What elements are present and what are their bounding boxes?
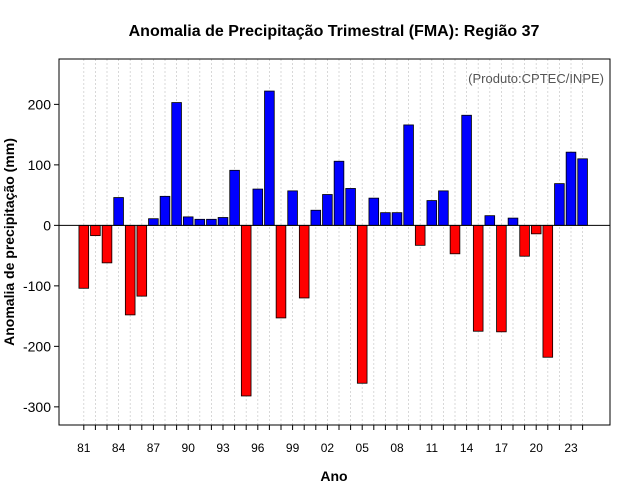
bar-12 xyxy=(438,190,449,226)
bar-85 xyxy=(124,224,136,316)
bar-84 xyxy=(113,197,124,226)
bar-16 xyxy=(484,215,496,226)
bar-13 xyxy=(449,224,461,255)
x-tick-label: 23 xyxy=(564,441,578,455)
bar-01 xyxy=(310,209,322,226)
bar-24 xyxy=(577,158,588,226)
x-tick-label: 02 xyxy=(321,441,335,455)
bar-96 xyxy=(252,188,264,226)
bar-82 xyxy=(90,224,101,237)
bar-17 xyxy=(496,224,507,333)
x-tick-label: 96 xyxy=(251,441,265,455)
y-tick-label: 0 xyxy=(43,217,51,233)
y-tick-label: -200 xyxy=(23,338,51,354)
bar-10 xyxy=(414,224,426,246)
y-axis: -300 -200 -100 0 100 200 xyxy=(23,96,59,415)
bar-22 xyxy=(554,183,565,226)
bar-06 xyxy=(368,197,380,226)
x-tick-label: 84 xyxy=(112,441,126,455)
x-tick-label: 08 xyxy=(390,441,404,455)
bar-98 xyxy=(275,224,287,319)
bar-18 xyxy=(507,217,519,226)
bar-86 xyxy=(136,224,148,297)
x-tick-label: 99 xyxy=(286,441,300,455)
bar-15 xyxy=(472,224,484,332)
bars xyxy=(78,90,588,397)
x-tick-label: 14 xyxy=(460,441,474,455)
bar-00 xyxy=(298,224,310,299)
plot-frame xyxy=(58,58,611,426)
bar-94 xyxy=(229,169,240,226)
bar-03 xyxy=(333,160,345,226)
bar-87 xyxy=(148,218,159,226)
x-tick-label: 11 xyxy=(426,441,439,455)
bar-20 xyxy=(530,224,542,235)
bar-92 xyxy=(206,218,217,226)
bar-21 xyxy=(542,224,554,358)
x-tick-label: 87 xyxy=(147,441,161,455)
y-tick-label: 100 xyxy=(28,157,52,173)
bar-97 xyxy=(264,90,275,226)
y-axis-label: Anomalia de precipitação (mm) xyxy=(1,138,17,346)
x-tick-label: 90 xyxy=(182,441,196,455)
x-tick-label: 20 xyxy=(530,441,544,455)
bar-88 xyxy=(159,195,171,226)
y-tick-label: -100 xyxy=(23,278,51,294)
bar-05 xyxy=(356,224,368,384)
x-tick-label: 05 xyxy=(356,441,370,455)
bar-04 xyxy=(345,188,356,226)
bar-19 xyxy=(519,224,530,257)
gridlines xyxy=(83,59,583,425)
bar-23 xyxy=(565,151,577,226)
bar-09 xyxy=(403,124,414,226)
bar-99 xyxy=(287,190,298,226)
bar-93 xyxy=(217,217,229,226)
bar-81 xyxy=(78,224,90,289)
bar-91 xyxy=(194,218,206,226)
bar-90 xyxy=(182,216,194,226)
bar-02 xyxy=(322,194,333,226)
x-axis: 81 84 87 90 93 96 99 02 05 08 11 14 17 20 23 xyxy=(77,425,584,455)
chart-title: Anomalia de Precipitação Trimestral (FMA… xyxy=(129,23,540,40)
source-note: (Produto:CPTEC/INPE) xyxy=(468,71,604,86)
bar-14 xyxy=(461,114,472,226)
y-tick-label: 200 xyxy=(28,96,52,112)
bar-83 xyxy=(101,224,113,264)
x-tick-label: 93 xyxy=(216,441,230,455)
x-tick-label: 17 xyxy=(495,441,509,455)
bar-89 xyxy=(171,102,182,226)
y-tick-label: -300 xyxy=(23,399,51,415)
x-axis-label: Ano xyxy=(320,468,347,484)
bar-95 xyxy=(240,224,252,397)
bar-07 xyxy=(380,212,391,226)
x-tick-label: 81 xyxy=(77,441,91,455)
bar-08 xyxy=(391,212,403,226)
bar-11 xyxy=(426,200,438,226)
